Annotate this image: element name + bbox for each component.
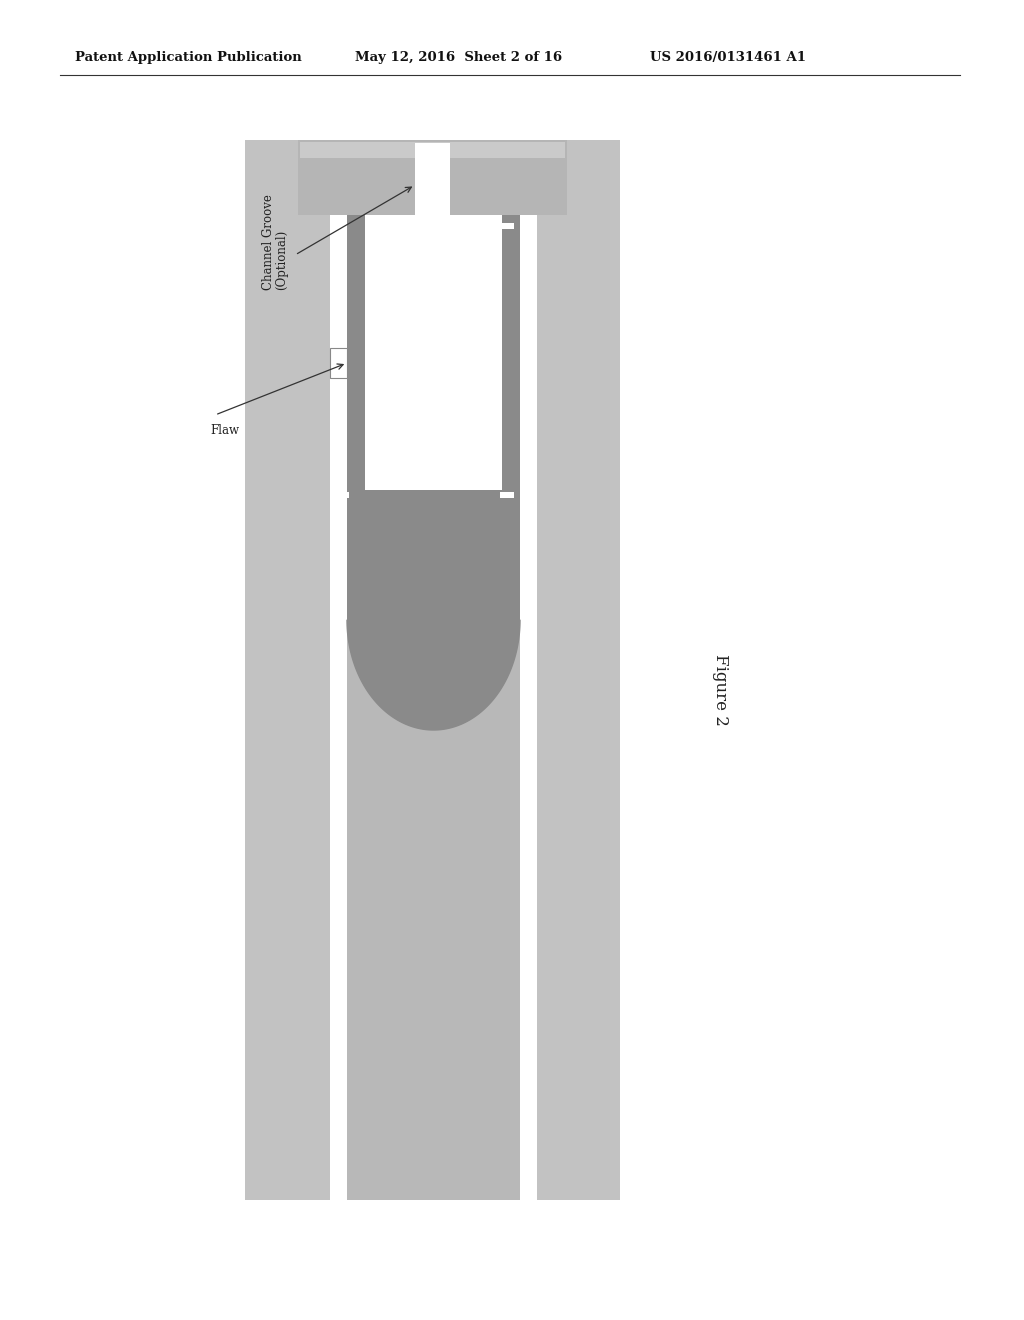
Text: US 2016/0131461 A1: US 2016/0131461 A1 [650, 51, 806, 65]
Bar [347, 490, 520, 620]
Text: Channel Groove: Channel Groove [261, 194, 274, 290]
Bar [245, 140, 330, 1200]
Bar [347, 140, 520, 1200]
Bar [500, 223, 514, 228]
Bar [365, 215, 502, 490]
Text: Figure 2: Figure 2 [712, 655, 728, 726]
Bar [330, 348, 347, 378]
Bar [500, 492, 514, 498]
Bar [520, 140, 537, 1200]
Bar [330, 140, 347, 1200]
Bar [300, 143, 565, 158]
Polygon shape [347, 620, 520, 730]
Bar [335, 492, 349, 498]
Bar [415, 143, 450, 215]
Bar [298, 140, 567, 215]
Bar [537, 140, 620, 1200]
Bar [347, 215, 365, 490]
Text: Flaw: Flaw [210, 424, 239, 437]
Text: May 12, 2016  Sheet 2 of 16: May 12, 2016 Sheet 2 of 16 [355, 51, 562, 65]
Bar [502, 215, 520, 490]
Text: Patent Application Publication: Patent Application Publication [75, 51, 302, 65]
Text: (Optional): (Optional) [275, 230, 289, 290]
